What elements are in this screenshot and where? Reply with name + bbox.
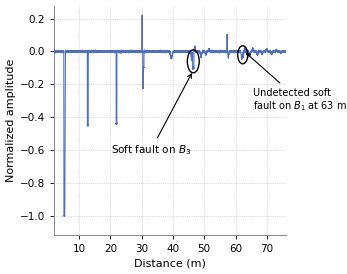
Text: Undetected soft
fault on $B_1$ at 63 m: Undetected soft fault on $B_1$ at 63 m — [246, 53, 347, 113]
Y-axis label: Normalized amplitude: Normalized amplitude — [6, 59, 16, 182]
X-axis label: Distance (m): Distance (m) — [134, 258, 206, 269]
Text: Soft fault on $B_3$: Soft fault on $B_3$ — [111, 74, 192, 157]
